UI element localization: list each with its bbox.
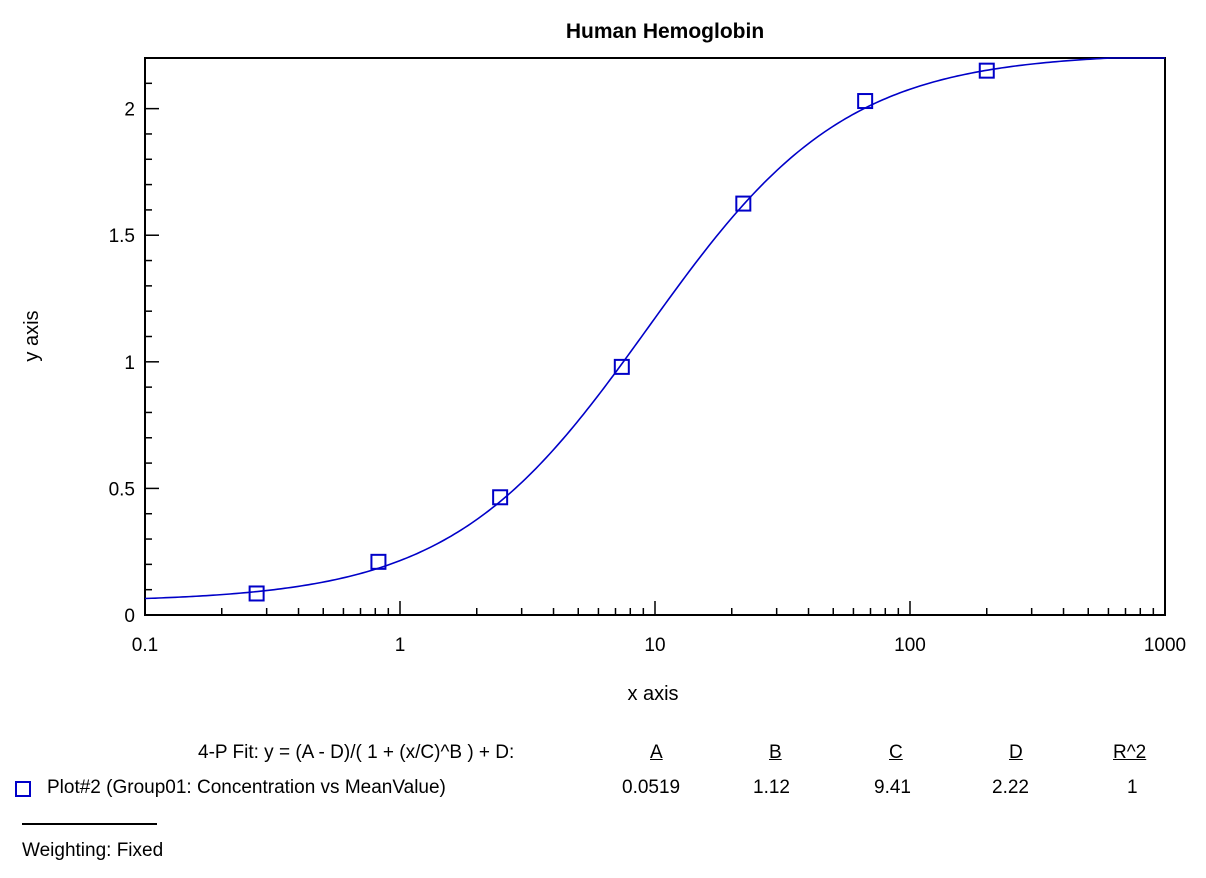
- fit-curve: [144, 57, 1165, 600]
- x-axis-label: x axis: [627, 683, 678, 705]
- fit-value-a: 0.0519: [622, 777, 681, 798]
- y-axis-label: y axis: [21, 310, 43, 361]
- x-tick-label: 0.1: [132, 635, 158, 656]
- y-tick-label: 0.5: [109, 479, 135, 500]
- fit-header-r2: R^2: [1113, 742, 1147, 763]
- y-axis-ticks: 0 0.5 1 1.5 2: [109, 57, 159, 627]
- weighting-label: Weighting: Fixed: [22, 840, 164, 861]
- y-tick-label: 0: [124, 606, 135, 627]
- data-point: [248, 585, 265, 602]
- y-tick-label: 1.5: [109, 226, 135, 247]
- data-point: [492, 489, 509, 506]
- x-axis-ticks: 0.1 1 10 100 1000: [132, 601, 1186, 656]
- fit-header-c: C: [889, 742, 903, 763]
- x-tick-label: 10: [644, 635, 665, 656]
- fit-header-b: B: [769, 742, 782, 763]
- x-tick-label: 100: [894, 635, 926, 656]
- y-tick-label: 1: [124, 353, 135, 374]
- fit-header-a: A: [650, 742, 663, 763]
- fit-value-r2: 1: [1127, 777, 1138, 798]
- data-point: [613, 358, 630, 375]
- x-tick-label: 1: [395, 635, 406, 656]
- data-point: [735, 195, 752, 212]
- x-tick-label: 1000: [1144, 635, 1186, 656]
- fit-value-b: 1.12: [753, 777, 790, 798]
- data-point: [370, 553, 387, 570]
- divider-line: [22, 823, 157, 825]
- legend-series-label: Plot#2 (Group01: Concentration vs MeanVa…: [47, 777, 446, 798]
- legend-marker-square: [15, 781, 31, 797]
- fit-header-d: D: [1009, 742, 1023, 763]
- fit-value-d: 2.22: [992, 777, 1029, 798]
- chart: Human Hemoglobin 0.1 1 10 100 1000 0 0.5 1 1.5 2…: [21, 20, 1186, 705]
- fit-equation-label: 4-P Fit: y = (A - D)/( 1 + (x/C)^B ) + D…: [198, 742, 515, 763]
- plot-frame: [144, 57, 1166, 616]
- data-points: [248, 62, 995, 602]
- y-tick-label: 2: [124, 100, 135, 121]
- data-point: [978, 62, 995, 79]
- fit-results-table: 4-P Fit: y = (A - D)/( 1 + (x/C)^B ) + D…: [0, 736, 1206, 876]
- data-point: [857, 93, 874, 110]
- fit-value-c: 9.41: [874, 777, 911, 798]
- chart-title: Human Hemoglobin: [566, 20, 764, 43]
